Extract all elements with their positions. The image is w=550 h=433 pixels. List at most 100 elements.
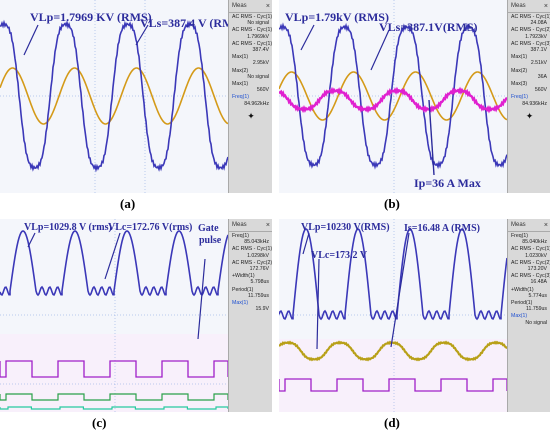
meas-header: Meas × [508, 0, 550, 13]
arrow-vls [370, 29, 390, 71]
arrow-ip [428, 99, 435, 176]
meas-value: No signal [247, 73, 269, 80]
waveform-plot-a [0, 0, 228, 193]
capacitor-voltage-trace [279, 378, 507, 392]
primary-current-trace [279, 86, 507, 114]
annotation-vlp: VLp=10230 V(RMS) [301, 222, 390, 233]
meas-value: 387.1V [530, 47, 547, 54]
primary-voltage-trace [279, 228, 507, 321]
meas-value: 2.51kV [530, 60, 547, 67]
meas-value: 11.759us [526, 306, 547, 313]
meas-value: 560V [256, 87, 269, 94]
secondary-current-trace [279, 340, 507, 362]
meas-header: Meas × [229, 0, 272, 13]
meas-label: Max(2) [232, 67, 249, 74]
measurements-sidebar-b: Meas × AC RMS - Cyc(1) 24.08A AC RMS - Cyc(… [507, 0, 550, 193]
arrow-gate [197, 258, 206, 340]
plus-icon[interactable]: ✦ [247, 110, 255, 121]
close-icon[interactable]: × [543, 221, 548, 229]
gate-pulse-trace [0, 393, 228, 401]
secondary-voltage-trace [279, 71, 507, 121]
arrow-vls [135, 24, 149, 46]
meas-value: 5.774us [528, 292, 547, 299]
measurements-sidebar-a: Meas × AC RMS - Cyc(1) No signal AC RMS - C… [228, 0, 272, 193]
meas-list-b: AC RMS - Cyc(1) 24.08A AC RMS - Cyc(2) 1.79… [508, 14, 550, 107]
scope-screen-c[interactable]: VLp=1029.8 V (rms) VLc=172.76 V(rms) Gat… [0, 219, 228, 412]
scope-screen-b[interactable]: VLp=1.79kV (RMS) VLs=387.1V(RMS) Ip=36 A… [279, 0, 507, 193]
primary-voltage-trace [0, 230, 228, 297]
close-icon[interactable]: × [265, 2, 270, 10]
annotation-gate: Gate [198, 223, 219, 234]
meas-list-d: Freq(1) 85.040kHz AC RMS - Cyc(1) 1.0230kV A… [508, 233, 550, 326]
close-icon[interactable]: × [265, 221, 270, 229]
meas-value: 85.040kHz [522, 239, 547, 246]
arrow-vlp [23, 24, 39, 56]
meas-label: AC RMS - Cyc(2) [232, 259, 272, 266]
capacitor-voltage-trace [0, 360, 228, 378]
waveform-plot-c [0, 219, 228, 412]
waveform-plot-b [279, 0, 507, 193]
panel-d: VLp=10230 V(RMS) Is=16.48 A (RMS) VLc=17… [279, 219, 550, 433]
meas-value: 1.0298kV [247, 252, 269, 259]
secondary-voltage-trace [0, 67, 228, 125]
meas-label: AC RMS - Cyc(3) [511, 273, 550, 280]
meas-label: AC RMS - Cyc(1) [232, 40, 272, 47]
primary-voltage-trace [279, 22, 507, 170]
annotation-pulse: pulse [199, 235, 222, 246]
meas-label: AC RMS - Cyc(1) [511, 14, 550, 20]
meas-label: Max(1) [232, 300, 249, 307]
annotation-ip: Ip=36 A Max [414, 176, 481, 190]
meas-header: Meas × [508, 219, 550, 232]
meas-label: AC RMS - Cyc(2) [511, 27, 550, 34]
arrow-vlp [302, 232, 310, 255]
panel-c: VLp=1029.8 V (rms) VLc=172.76 V(rms) Gat… [0, 219, 272, 433]
meas-value: 387.4V [252, 47, 269, 54]
arrow-vlc [104, 232, 121, 280]
meas-label: AC RMS - Cyc(1) [232, 246, 272, 253]
arrow-vlc [316, 258, 320, 350]
caption-b: (b) [384, 196, 400, 211]
meas-label: AC RMS - Cyc(1) [232, 27, 272, 34]
annotation-vlp: VLp=1.79kV (RMS) [285, 10, 389, 24]
meas-label: Freq(1) [232, 94, 250, 101]
meas-list-a: AC RMS - Cyc(1) No signal AC RMS - Cyc(1) 1… [229, 14, 272, 107]
measurements-sidebar-d: Meas × Freq(1) 85.040kHz AC RMS - Cyc(1) 1.0… [507, 219, 550, 412]
meas-label: Max(1) [232, 54, 249, 61]
caption-d: (d) [384, 415, 400, 430]
meas-label: Freq(1) [232, 233, 250, 239]
annotation-is: Is=16.48 A (RMS) [404, 223, 480, 234]
meas-label: Max(2) [511, 67, 528, 74]
meas-label: Max(1) [232, 81, 249, 88]
plus-icon[interactable]: ✦ [525, 110, 534, 121]
meas-value: 5.798us [250, 279, 269, 286]
annotation-vls: VLs=387.1V(RMS) [379, 20, 478, 34]
annotation-vlc: VLc=173.2 V [311, 250, 368, 261]
scope-screen-a[interactable]: VLp=1.7969 KV (RMS) VLs=387.4 V (RMS) [0, 0, 228, 193]
arrow-vlp [300, 24, 315, 51]
annotation-vls: VLs=387.4 V (RMS) [140, 16, 228, 30]
meas-value: 15.9V [255, 306, 269, 313]
panel-a: VLp=1.7969 KV (RMS) VLs=387.4 V (RMS) Me… [0, 0, 272, 215]
meas-value: 172.76V [249, 266, 269, 273]
meas-label: Max(1) [511, 54, 528, 61]
meas-label: Freq(1) [511, 94, 529, 101]
meas-list-c: Freq(1) 85.043kHz AC RMS - Cyc(1) 1.0298kV A… [229, 233, 272, 312]
meas-value: No signal [247, 20, 269, 27]
annotation-vlp: VLp=1.7969 KV (RMS) [30, 10, 152, 24]
grid-c [0, 219, 228, 412]
close-icon[interactable]: × [543, 2, 548, 10]
annotation-vlc: VLc=172.76 V(rms) [108, 222, 193, 233]
meas-value: 36A [537, 73, 547, 80]
arrow-is [390, 232, 410, 348]
scope-screen-d[interactable]: VLp=10230 V(RMS) Is=16.48 A (RMS) VLc=17… [279, 219, 507, 412]
meas-label: Period(1) [511, 300, 533, 307]
grid-a [0, 0, 228, 193]
measurements-sidebar-c: Meas × Freq(1) 85.043kHz AC RMS - Cyc(1) 1.0… [228, 219, 272, 412]
panel-b: VLp=1.79kV (RMS) VLs=387.1V(RMS) Ip=36 A… [279, 0, 550, 215]
meas-value: 84.936kHz [522, 100, 547, 107]
meas-label: AC RMS - Cyc(3) [511, 40, 550, 47]
caption-c: (c) [92, 415, 107, 430]
meas-label: Freq(1) [511, 233, 529, 239]
waveform-plot-d [279, 219, 507, 412]
meas-value: No signal [525, 319, 547, 326]
